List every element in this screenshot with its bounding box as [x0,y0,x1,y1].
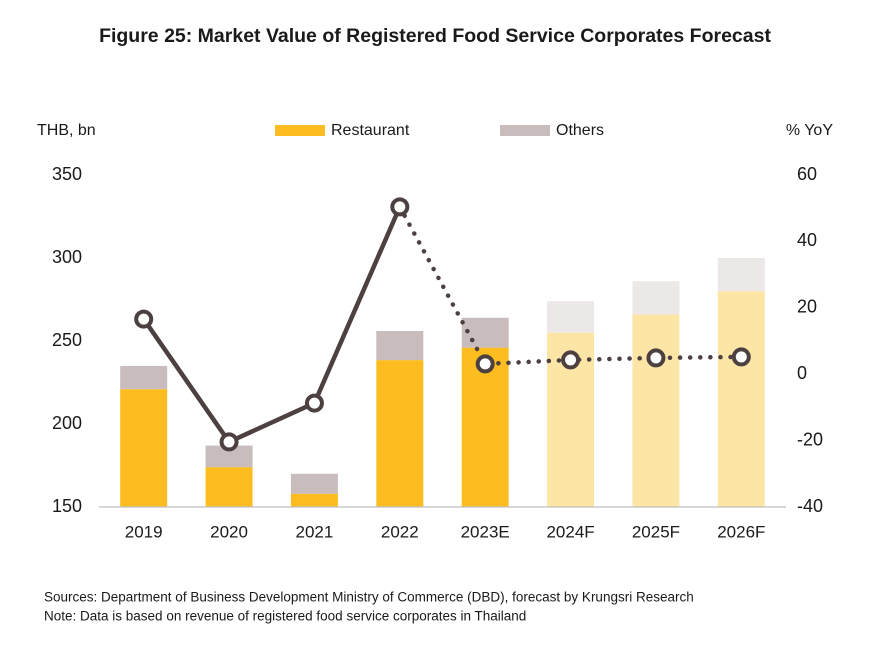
y2-tick-label: 40 [797,230,817,250]
yoy-marker [646,348,666,368]
bar-segment [461,317,509,348]
y-tick-label: 300 [52,247,82,267]
yoy-marker [731,347,751,367]
yoy-marker [134,309,154,329]
y-tick-label: 250 [52,330,82,350]
yoy-marker [219,432,239,452]
bar-segment [632,314,680,507]
bar-segment [717,258,765,292]
bar-segment [205,467,253,507]
y2-tick-label: -20 [797,429,823,449]
y2-tick-label: 0 [797,363,807,383]
bar-segment [376,360,424,507]
bar-segment [290,493,338,507]
y2-tick-label: -40 [797,496,823,516]
bar-segment [290,473,338,494]
yoy-marker [304,393,324,413]
x-tick-label: 2022 [381,522,419,541]
y2-tick-label: 20 [797,297,817,317]
legend-label: Others [556,122,604,139]
bar-segment [547,301,595,333]
legend-swatch [275,125,325,136]
y-tick-label: 200 [52,413,82,433]
bar-segment [205,445,253,468]
x-tick-label: 2024F [546,522,594,541]
yoy-marker [475,354,495,374]
x-tick-label: 2025F [632,522,680,541]
source-note: Sources: Department of Business Developm… [44,590,694,605]
bar-segment [632,281,680,315]
bar-segment [717,291,765,507]
bar-segment [376,331,424,361]
bar-segment [461,347,509,507]
y-tick-label: 350 [52,164,82,184]
x-tick-label: 2019 [125,522,163,541]
yoy-marker [561,350,581,370]
bar-segment [120,389,168,507]
x-tick-label: 2023E [461,522,510,541]
yoy-marker [390,197,410,217]
data-note: Note: Data is based on revenue of regist… [44,609,526,624]
x-tick-label: 2020 [210,522,248,541]
y2-axis-label: % YoY [786,122,833,139]
legend-label: Restaurant [331,122,410,139]
x-tick-label: 2026F [717,522,765,541]
chart-title: Figure 25: Market Value of Registered Fo… [99,25,771,47]
y2-tick-label: 60 [797,164,817,184]
legend-swatch [500,125,550,136]
y-axis-label: THB, bn [37,122,96,139]
y-tick-label: 150 [52,496,82,516]
x-tick-label: 2021 [296,522,334,541]
bar-segment [120,365,168,390]
yoy-line [141,205,402,445]
